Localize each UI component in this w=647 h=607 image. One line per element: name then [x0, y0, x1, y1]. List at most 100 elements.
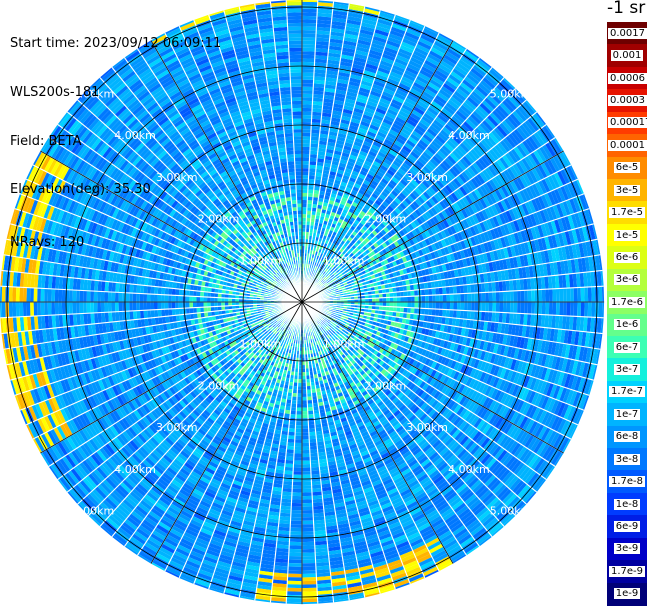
beta-gate: [358, 124, 370, 131]
beta-gate: [428, 308, 433, 316]
beta-gate: [382, 87, 396, 96]
beta-gate: [346, 19, 362, 26]
beta-gate: [318, 222, 323, 228]
beta-gate: [316, 208, 322, 213]
beta-gate: [390, 146, 401, 155]
beta-gate: [302, 19, 317, 24]
beta-gate: [331, 13, 348, 20]
beta-gate: [302, 83, 314, 87]
beta-gate: [456, 285, 461, 294]
beta-gate: [325, 73, 338, 79]
beta-gate: [509, 290, 514, 302]
beta-gate: [474, 302, 479, 312]
beta-gate: [428, 103, 442, 114]
beta-gate: [430, 75, 445, 86]
beta-gate: [409, 112, 422, 122]
beta-gate: [400, 41, 416, 51]
beta-gate: [326, 141, 336, 147]
beta-gate: [383, 114, 395, 123]
beta-gate: [318, 144, 327, 149]
beta-gate: [405, 139, 417, 148]
beta-gate: [358, 32, 374, 40]
beta-gate: [314, 175, 322, 181]
beta-gate: [302, 217, 307, 222]
beta-gate: [323, 162, 332, 168]
beta-gate: [375, 134, 386, 142]
beta-gate: [330, 24, 346, 30]
beta-gate: [307, 185, 315, 190]
beta-gate: [318, 276, 322, 281]
beta-gate: [433, 40, 449, 52]
beta-gate: [325, 70, 339, 76]
beta-gate: [361, 114, 373, 121]
beta-gate: [328, 253, 333, 258]
beta-gate: [302, 111, 312, 116]
beta-gate: [302, 90, 314, 95]
beta-gate: [394, 14, 411, 22]
beta-gate: [311, 108, 323, 113]
beta-gate: [555, 288, 560, 302]
beta-gate: [317, 275, 321, 280]
beta-gate: [598, 302, 603, 318]
beta-gate: [383, 46, 399, 55]
beta-gate: [396, 51, 412, 60]
beta-gate: [302, 15, 317, 20]
beta-gate: [315, 33, 331, 39]
beta-gate: [315, 168, 323, 174]
beta-gate: [453, 302, 458, 311]
beta-gate: [309, 452, 319, 457]
beta-gate: [347, 84, 360, 91]
beta-gate: [346, 91, 358, 98]
beta-gate: [314, 266, 318, 271]
beta-gate: [318, 137, 328, 142]
beta-gate: [318, 194, 325, 199]
beta-gate: [495, 291, 500, 302]
beta-gate: [410, 290, 415, 297]
beta-gate: [419, 69, 433, 79]
beta-gate: [435, 287, 440, 295]
beta-gate: [412, 81, 426, 91]
beta-gate: [302, 196, 308, 201]
beta-gate: [448, 73, 462, 85]
beta-gate: [340, 155, 349, 162]
beta-gate: [359, 210, 367, 217]
beta-gate: [390, 162, 400, 171]
beta-gate: [310, 218, 316, 223]
beta-gate: [352, 60, 366, 67]
beta-gate: [302, 33, 317, 38]
beta-gate: [333, 1, 350, 6]
beta-gate: [329, 215, 335, 220]
beta-gate: [310, 132, 320, 138]
beta-gate: [326, 265, 331, 270]
beta-gate: [414, 78, 428, 88]
beta-gate: [399, 106, 412, 116]
beta-gate: [329, 171, 337, 177]
beta-gate: [421, 115, 433, 125]
beta-gate: [328, 131, 338, 137]
beta-gate: [314, 69, 327, 74]
beta-gate: [517, 302, 521, 314]
beta-gate: [335, 172, 344, 178]
beta-gate: [349, 74, 363, 81]
beta-gate: [323, 195, 331, 200]
beta-gate: [317, 259, 321, 264]
beta-gate: [332, 252, 338, 257]
beta-gate: [488, 292, 493, 302]
beta-gate: [364, 107, 376, 115]
beta-gate: [317, 2, 334, 7]
beta-gate: [452, 285, 457, 295]
beta-gate: [404, 31, 420, 41]
beta-gate: [407, 302, 412, 308]
beta-gate: [337, 206, 344, 212]
beta-gate: [319, 133, 329, 139]
beta-gate: [321, 112, 332, 118]
beta-gate: [322, 202, 329, 207]
beta-gate: [324, 191, 332, 197]
beta-gate: [573, 287, 578, 302]
beta-gate: [334, 92, 347, 99]
beta-gate: [302, 22, 317, 27]
beta-gate: [317, 267, 322, 272]
beta-gate: [457, 59, 473, 71]
beta-gate: [449, 294, 454, 302]
beta-gate: [305, 231, 310, 236]
